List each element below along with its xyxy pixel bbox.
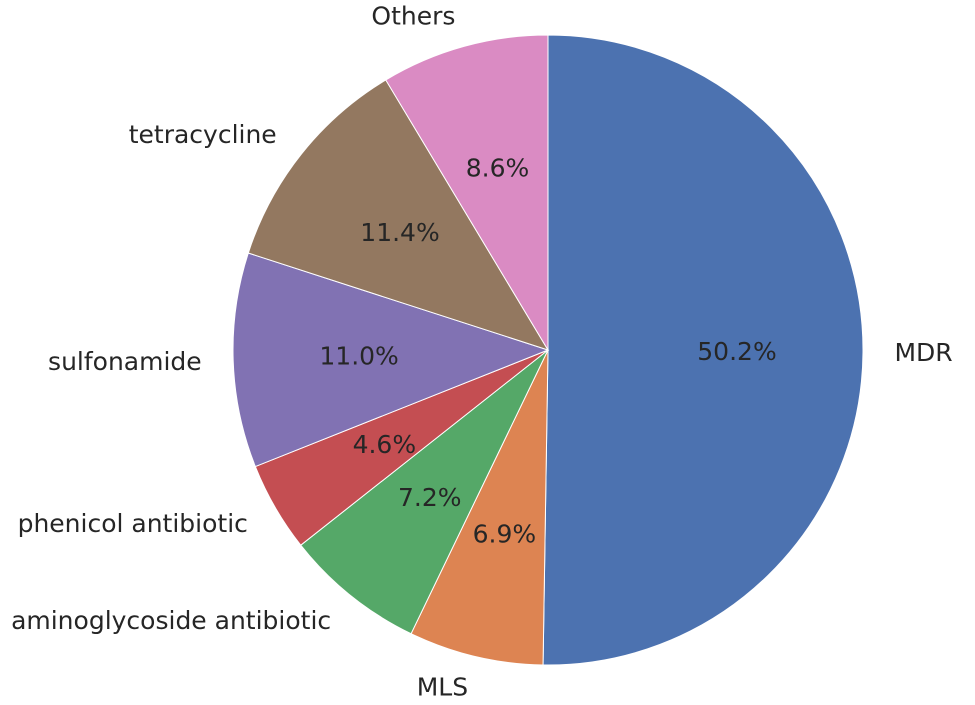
category-labels-layer: MDR MLS aminoglycoside antibiotic phenicol … xyxy=(11,2,953,702)
pct-label-others: 8.6% xyxy=(466,153,530,182)
slice-others xyxy=(385,34,549,352)
slice-sulfonamide xyxy=(232,252,550,468)
category-label-mdr: MDR xyxy=(894,338,952,367)
category-label-tetracycline: tetracycline xyxy=(129,120,277,149)
slice-mls xyxy=(410,349,549,666)
slices-layer xyxy=(232,34,864,666)
pct-label-aminoglycoside-antibiotic: 7.2% xyxy=(398,483,462,512)
category-label-mls: MLS xyxy=(417,673,468,702)
category-label-sulfonamide: sulfonamide xyxy=(48,347,202,376)
category-label-phenicol-antibiotic: phenicol antibiotic xyxy=(18,509,248,538)
category-label-others: Others xyxy=(371,2,455,31)
category-label-aminoglycoside-antibiotic: aminoglycoside antibiotic xyxy=(11,606,331,635)
pct-label-mls: 6.9% xyxy=(473,519,537,548)
percent-labels-layer: 50.2% 6.9% 7.2% 4.6% 11.0% 11.4% 8.6% xyxy=(319,153,776,548)
pct-label-mdr: 50.2% xyxy=(697,337,776,366)
pct-label-phenicol-antibiotic: 4.6% xyxy=(353,430,417,459)
slice-mdr xyxy=(542,34,864,666)
pct-label-sulfonamide: 11.0% xyxy=(319,342,398,371)
slice-tetracycline xyxy=(247,79,550,351)
pct-label-tetracycline: 11.4% xyxy=(360,218,439,247)
slice-aminoglycoside-antibiotic xyxy=(300,349,549,635)
